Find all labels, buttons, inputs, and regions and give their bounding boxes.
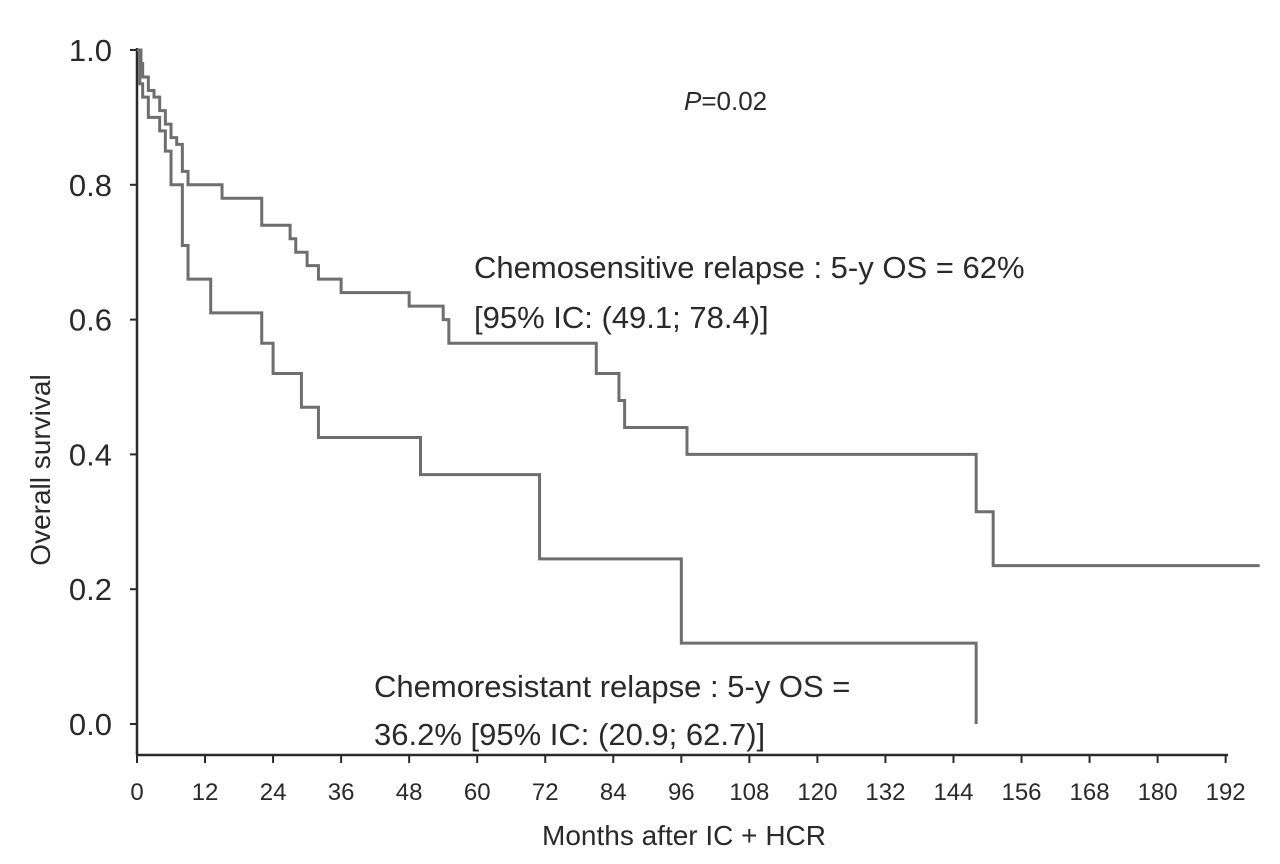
x-tick-label: 12 — [192, 779, 219, 806]
chemosensitive-label-line1: Chemosensitive relapse : 5-y OS = 62% — [474, 250, 1025, 285]
x-tick-label: 96 — [668, 779, 695, 806]
y-tick-label: 0.6 — [69, 303, 112, 338]
chemosensitive-label-line2: [95% IC: (49.1; 78.4)] — [474, 300, 769, 335]
y-tick-label: 0.2 — [69, 572, 112, 607]
x-tick-label: 108 — [729, 779, 769, 806]
p-value-annotation: P=0.02 — [684, 86, 767, 116]
x-tick-label: 24 — [260, 779, 287, 806]
x-tick-label: 0 — [130, 779, 143, 806]
y-tick-label: 0.8 — [69, 168, 112, 203]
x-ticks: 0 12 24 36 48 60 72 84 96 108 120 132 144 156 168 180 19… — [130, 755, 1246, 806]
x-tick-label: 156 — [1001, 779, 1041, 806]
x-tick-label: 72 — [532, 779, 559, 806]
chemosensitive-survival-curve — [137, 48, 1260, 568]
x-tick-label: 192 — [1206, 779, 1246, 806]
chemoresistant-label-line2: 36.2% [95% IC: (20.9; 62.7)] — [374, 717, 765, 752]
x-tick-label: 120 — [797, 779, 837, 806]
x-tick-label: 84 — [600, 779, 627, 806]
x-tick-label: 60 — [464, 779, 491, 806]
y-tick-label: 0.4 — [69, 437, 112, 472]
y-tick-label: 0.0 — [69, 707, 112, 742]
x-axis-title: Months after IC + HCR — [542, 820, 826, 851]
chemoresistant-label-line1: Chemoresistant relapse : 5-y OS = — [374, 669, 850, 704]
p-value-prefix: P — [684, 86, 702, 116]
y-axis-title: Overall survival — [25, 374, 56, 565]
x-tick-label: 144 — [933, 779, 973, 806]
y-tick-label: 1.0 — [69, 33, 112, 68]
x-tick-label: 132 — [865, 779, 905, 806]
y-ticks: 0.0 0.2 0.4 0.6 0.8 1.0 — [69, 33, 137, 742]
x-tick-label: 48 — [396, 779, 423, 806]
x-tick-label: 36 — [328, 779, 355, 806]
x-tick-label: 168 — [1070, 779, 1110, 806]
x-tick-label: 180 — [1138, 779, 1178, 806]
chemoresistant-survival-curve — [137, 48, 978, 724]
series-group — [137, 48, 1260, 724]
p-value-number: =0.02 — [701, 86, 767, 116]
axes-group — [135, 48, 1228, 757]
